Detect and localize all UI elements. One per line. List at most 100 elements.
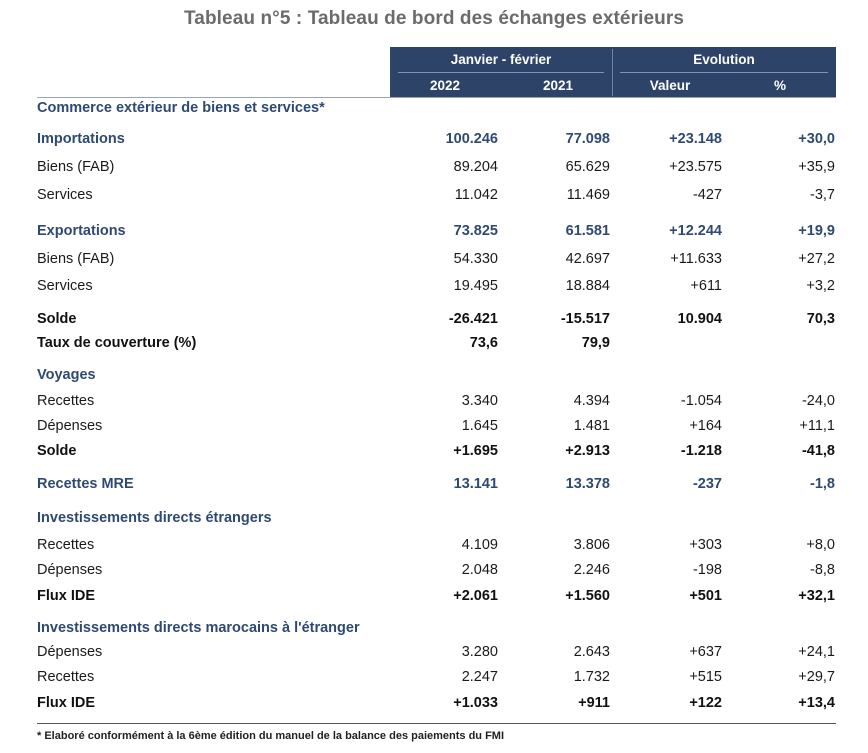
cell-c1: 2.048 bbox=[461, 562, 498, 578]
row-label: Importations bbox=[37, 131, 125, 147]
cell-c3: +122 bbox=[689, 695, 722, 711]
row-label: Solde bbox=[37, 311, 77, 327]
cell-c3: -237 bbox=[692, 476, 722, 492]
cell-c1: +1.695 bbox=[453, 443, 498, 459]
table-row: Recettes 3.340 4.394 -1.054 -24,0 bbox=[0, 393, 868, 413]
cell-c4: +29,7 bbox=[798, 669, 835, 685]
cell-c3: -198 bbox=[692, 562, 722, 578]
cell-c4: +27,2 bbox=[798, 251, 835, 267]
cell-c4: +32,1 bbox=[798, 588, 835, 604]
cell-c2: 1.732 bbox=[573, 669, 610, 685]
cell-c4: -3,7 bbox=[810, 187, 835, 203]
row-label: Solde bbox=[37, 443, 77, 459]
row-label: Biens (FAB) bbox=[37, 251, 115, 267]
cell-c1: 100.246 bbox=[445, 131, 498, 147]
cell-c1: -26.421 bbox=[448, 311, 498, 327]
cell-c1: 2.247 bbox=[461, 669, 498, 685]
cell-c3: -1.218 bbox=[680, 443, 722, 459]
cell-c4: +8,0 bbox=[806, 537, 835, 553]
row-label: Services bbox=[37, 187, 93, 203]
cell-c4: +11,1 bbox=[799, 418, 835, 434]
table-row: Dépenses 2.048 2.246 -198 -8,8 bbox=[0, 562, 868, 582]
table-row: Dépenses 3.280 2.643 +637 +24,1 bbox=[0, 644, 868, 664]
table-row: Investissements directs étrangers bbox=[0, 510, 868, 530]
table-row: Recettes MRE 13.141 13.378 -237 -1,8 bbox=[0, 476, 868, 496]
row-label: Services bbox=[37, 278, 93, 294]
cell-c3: -1.054 bbox=[680, 393, 722, 409]
cell-c1: 19.495 bbox=[453, 278, 498, 294]
cell-c2: -15.517 bbox=[560, 311, 610, 327]
row-label: Dépenses bbox=[37, 418, 103, 434]
table-header: Janvier - février Evolution 2022 2021 Va… bbox=[390, 47, 836, 98]
table-row: Flux IDE +2.061 +1.560 +501 +32,1 bbox=[0, 588, 868, 608]
row-label: Flux IDE bbox=[37, 695, 96, 711]
cell-c4: 70,3 bbox=[806, 311, 835, 327]
cell-c3: +11.633 bbox=[670, 251, 722, 267]
cell-c3: +164 bbox=[689, 418, 722, 434]
header-separator bbox=[612, 49, 613, 96]
row-label: Recettes MRE bbox=[37, 476, 134, 492]
cell-c4: +24,1 bbox=[798, 644, 835, 660]
cell-c1: +2.061 bbox=[453, 588, 498, 604]
cell-c4: -1,8 bbox=[810, 476, 835, 492]
table-row: Services 11.042 11.469 -427 -3,7 bbox=[0, 187, 868, 207]
header-divider bbox=[620, 72, 828, 73]
cell-c4: -41,8 bbox=[801, 443, 835, 459]
cell-c2: +2.913 bbox=[565, 443, 610, 459]
row-label: Biens (FAB) bbox=[37, 159, 115, 175]
row-label: Voyages bbox=[37, 367, 96, 383]
row-label: Recettes bbox=[37, 537, 95, 553]
cell-c2: 2.246 bbox=[573, 562, 610, 578]
row-label: Dépenses bbox=[37, 644, 103, 660]
cell-c3: -427 bbox=[692, 187, 722, 203]
cell-c2: 65.629 bbox=[565, 159, 610, 175]
table-row: Dépenses 1.645 1.481 +164 +11,1 bbox=[0, 418, 868, 438]
header-divider bbox=[398, 72, 604, 73]
table-row: Investissements directs marocains à l'ét… bbox=[0, 620, 868, 640]
cell-c4: -8,8 bbox=[810, 562, 835, 578]
cell-c2: 3.806 bbox=[573, 537, 610, 553]
table-row: Commerce extérieur de biens et services* bbox=[0, 100, 868, 120]
cell-c3: +23.148 bbox=[669, 131, 722, 147]
cell-c1: 73,6 bbox=[469, 335, 498, 351]
cell-c2: 4.394 bbox=[573, 393, 610, 409]
cell-c2: 13.378 bbox=[565, 476, 610, 492]
header-value: Valeur bbox=[649, 78, 691, 93]
table-row: Exportations 73.825 61.581 +12.244 +19,9 bbox=[0, 223, 868, 243]
cell-c2: +1.560 bbox=[565, 588, 610, 604]
table-row: Taux de couverture (%) 73,6 79,9 bbox=[0, 335, 868, 355]
row-label: Dépenses bbox=[37, 562, 103, 578]
row-label: Recettes bbox=[37, 669, 95, 685]
cell-c4: +19,9 bbox=[798, 223, 835, 239]
header-underline bbox=[37, 97, 836, 98]
cell-c3: +515 bbox=[689, 669, 722, 685]
cell-c2: +911 bbox=[578, 695, 610, 711]
cell-c1: 4.109 bbox=[461, 537, 498, 553]
row-label: Recettes bbox=[37, 393, 95, 409]
row-label: Exportations bbox=[37, 223, 126, 239]
cell-c4: +35,9 bbox=[798, 159, 835, 175]
row-label: Commerce extérieur de biens et services* bbox=[37, 100, 325, 116]
row-label: Flux IDE bbox=[37, 588, 96, 604]
table-row: Voyages bbox=[0, 367, 868, 387]
header-year-2022: 2022 bbox=[429, 78, 461, 93]
header-period: Janvier - février bbox=[450, 52, 552, 67]
cell-c4: +3,2 bbox=[806, 278, 835, 294]
cell-c2: 42.697 bbox=[565, 251, 610, 267]
cell-c2: 1.481 bbox=[573, 418, 610, 434]
table-title: Tableau n°5 : Tableau de bord des échang… bbox=[183, 8, 684, 29]
cell-c1: 13.141 bbox=[453, 476, 498, 492]
cell-c2: 61.581 bbox=[565, 223, 610, 239]
cell-c2: 18.884 bbox=[565, 278, 610, 294]
cell-c1: 54.330 bbox=[453, 251, 498, 267]
table-row: Solde -26.421 -15.517 10.904 70,3 bbox=[0, 311, 868, 331]
cell-c1: 11.042 bbox=[454, 187, 498, 203]
cell-c1: 73.825 bbox=[453, 223, 498, 239]
cell-c3: +303 bbox=[689, 537, 722, 553]
cell-c3: +501 bbox=[689, 588, 722, 604]
cell-c3: +611 bbox=[690, 278, 722, 294]
header-percent: % bbox=[773, 78, 786, 93]
table-row: Recettes 2.247 1.732 +515 +29,7 bbox=[0, 669, 868, 689]
cell-c3: 10.904 bbox=[677, 311, 722, 327]
